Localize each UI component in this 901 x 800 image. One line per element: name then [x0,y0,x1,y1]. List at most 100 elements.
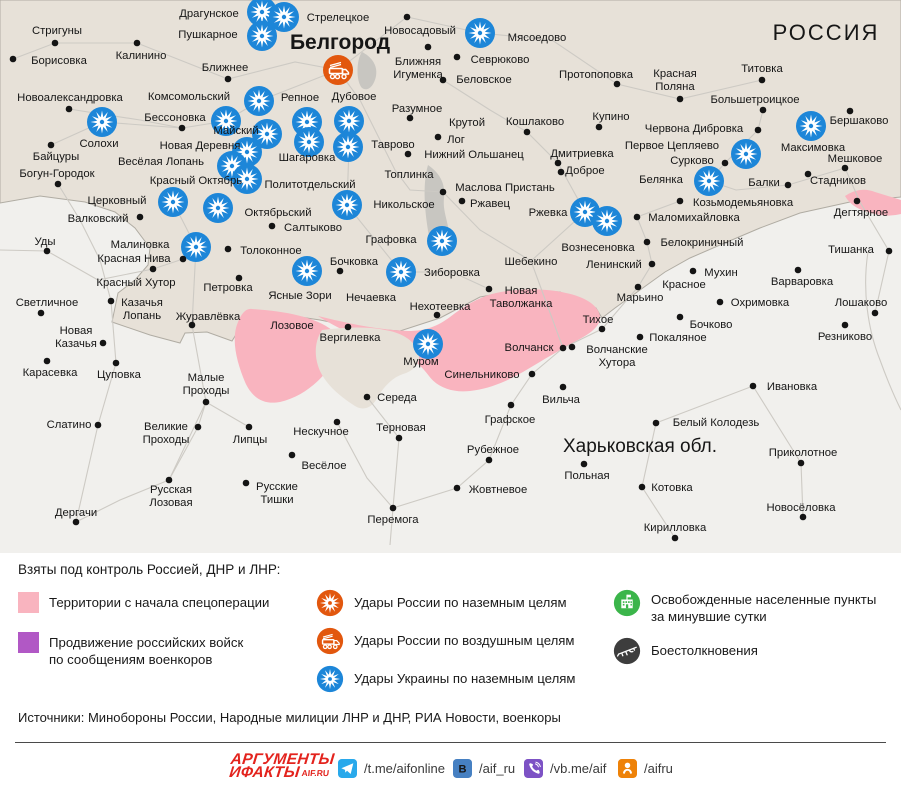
town-label: Покаляное [649,332,706,344]
town-label: Балки [748,177,780,189]
legend-label: Территории с начала спецоперации [49,595,270,610]
social-link-ok[interactable]: /aifru [618,759,673,778]
ukraine-strike-marker [465,18,495,48]
town-label: Вергилевка [320,332,382,344]
town-label: Липцы [233,434,267,446]
town-dot [507,401,515,409]
town-dot [99,339,107,347]
town-label: Маслова Пристань [455,182,555,194]
ukraine-strike-marker [332,190,362,220]
town-label: Терновая [376,422,426,434]
town-dot [395,434,403,442]
region-label: Белгород [290,31,390,54]
town-dot [676,95,684,103]
town-dot [333,418,341,426]
town-label: Церковный [88,195,147,207]
ukraine-strike-marker [203,193,233,223]
town-dot [344,323,352,331]
town-dot [107,297,115,305]
ukraine-strike-marker [694,166,724,196]
town-dot [202,398,210,406]
telegram-handle: /t.me/aifonline [364,761,445,776]
legend-item-liberated: Освобожденные населенные пункты за минув… [613,589,893,625]
town-label: Зиборовка [424,267,481,279]
town-dot [758,76,766,84]
legend-label: Освобожденные населенные пункты за минув… [651,592,877,624]
town-label: Карасевка [23,367,79,379]
town-dot [554,159,562,167]
town-labels: Стригуны Борисовка Калинино Драгунское Пушка… [16,8,889,534]
town-dot [559,383,567,391]
town-dot [676,197,684,205]
town-dot [47,141,55,149]
town-label: Дубовое [332,91,377,103]
town-dot [403,13,411,21]
town-label: Шебекино [505,256,558,268]
town-dot [885,247,893,255]
town-label: Рубежное [467,444,519,456]
footer-separator [15,742,886,743]
town-label: Новосёловка [766,502,836,514]
town-label: Дергачи [55,507,97,519]
town-label: Журавлёвка [176,311,241,323]
ukraine-strike-marker [427,226,457,256]
town-dot [404,150,412,158]
town-label: Доброе [565,165,604,177]
town-label: Котовка [651,482,693,494]
town-dot [841,321,849,329]
town-dot [178,124,186,132]
town-dot [112,359,120,367]
town-dot [165,476,173,484]
town-label: Жовтневое [469,484,527,496]
town-label: Мешковое [828,153,883,165]
town-label: Ржевка [529,207,569,219]
ukraine-strike-marker [292,256,322,286]
town-label: Майский [213,125,258,137]
aif-logo-suffix: AIF.RU [301,768,330,778]
town-dot [643,238,651,246]
legend-label: Удары России по наземным целям [354,595,567,610]
town-label: Белокриничный [661,237,744,249]
town-dot [406,114,414,122]
town-dot [43,357,51,365]
town-label: Петровка [203,282,253,294]
town-label: Ивановка [767,381,818,393]
town-dot [179,255,187,263]
town-dot [749,382,757,390]
town-label: Новая Деревня [160,140,241,152]
town-label: Новая Таволжанка [490,285,553,310]
town-dot [336,267,344,275]
town-dot [54,180,62,188]
viber-icon [524,759,543,778]
town-label: Перемога [367,514,419,526]
town-dot [853,197,861,205]
town-label: Стрелецкое [307,12,370,24]
social-link-vk[interactable]: B /aif_ru [453,759,515,778]
ukraine-strike-marker [592,206,622,236]
town-dot [671,534,679,542]
town-label: Муром [403,356,438,368]
town-dot [634,283,642,291]
social-link-telegram[interactable]: /t.me/aifonline [338,759,445,778]
town-label: Маломихайловка [648,212,740,224]
town-label: Уды [34,236,55,248]
legend-label: Продвижение российских войск по сообщени… [49,635,244,667]
legend-item-advance: Продвижение российских войск по сообщени… [18,632,308,668]
town-dot [559,344,567,352]
town-label: Дмитриевка [550,148,614,160]
town-label: Вильча [542,394,580,406]
town-dot [598,325,606,333]
town-label: Большетроицкое [710,94,799,106]
town-dot [224,245,232,253]
town-label: Кошлаково [506,116,564,128]
vk-handle: /aif_ru [479,761,516,776]
town-dot [434,133,442,141]
town-dot [580,460,588,468]
town-label: Новоалександровка [17,92,123,104]
town-label: Пушкарное [178,29,237,41]
town-dot [636,333,644,341]
legend-label: Удары России по воздушным целям [354,633,575,648]
ukraine-strike-marker [87,107,117,137]
social-link-viber[interactable]: /vb.me/aif [524,759,606,778]
